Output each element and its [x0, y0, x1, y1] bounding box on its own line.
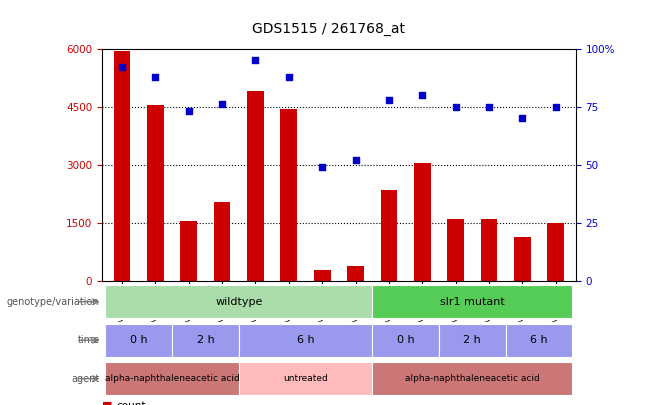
Bar [172, 324, 239, 357]
Bar [214, 202, 230, 281]
Bar [105, 324, 172, 357]
Bar [347, 266, 364, 281]
Text: 0 h: 0 h [130, 335, 147, 345]
Bar [547, 223, 564, 281]
Text: 2 h: 2 h [197, 335, 215, 345]
Point [551, 104, 561, 110]
Point [517, 115, 528, 122]
Bar [180, 221, 197, 281]
Point [417, 92, 428, 98]
Point [350, 157, 361, 164]
Bar [239, 362, 372, 395]
Text: slr1 mutant: slr1 mutant [440, 297, 505, 307]
Bar [372, 285, 572, 318]
Text: count: count [116, 401, 146, 405]
Text: agent: agent [71, 374, 99, 384]
Bar [114, 51, 130, 281]
Bar [414, 163, 430, 281]
Point [217, 101, 228, 108]
Bar [514, 237, 531, 281]
Bar [480, 220, 497, 281]
Text: 0 h: 0 h [397, 335, 415, 345]
Bar [380, 190, 397, 281]
Point [184, 108, 194, 115]
Bar [280, 109, 297, 281]
Bar [372, 362, 572, 395]
Point [250, 57, 261, 64]
Text: alpha-naphthaleneacetic acid: alpha-naphthaleneacetic acid [105, 374, 240, 383]
Text: untreated: untreated [283, 374, 328, 383]
Bar [372, 324, 439, 357]
Bar [439, 324, 506, 357]
Bar [147, 105, 164, 281]
Point [484, 104, 494, 110]
Bar [105, 362, 239, 395]
Text: 6 h: 6 h [530, 335, 548, 345]
Bar [506, 324, 572, 357]
Point [384, 97, 394, 103]
Text: 2 h: 2 h [463, 335, 481, 345]
Text: genotype/variation: genotype/variation [7, 297, 99, 307]
Bar [247, 91, 264, 281]
Bar [447, 220, 464, 281]
Point [150, 73, 161, 80]
Bar [239, 324, 372, 357]
Text: wildtype: wildtype [215, 297, 263, 307]
Text: ■: ■ [102, 401, 113, 405]
Text: GDS1515 / 261768_at: GDS1515 / 261768_at [253, 22, 405, 36]
Bar [105, 285, 372, 318]
Bar [314, 270, 330, 281]
Point [284, 73, 294, 80]
Point [116, 64, 127, 70]
Point [450, 104, 461, 110]
Text: alpha-naphthaleneacetic acid: alpha-naphthaleneacetic acid [405, 374, 540, 383]
Point [317, 164, 328, 171]
Text: 6 h: 6 h [297, 335, 315, 345]
Text: time: time [78, 335, 99, 345]
